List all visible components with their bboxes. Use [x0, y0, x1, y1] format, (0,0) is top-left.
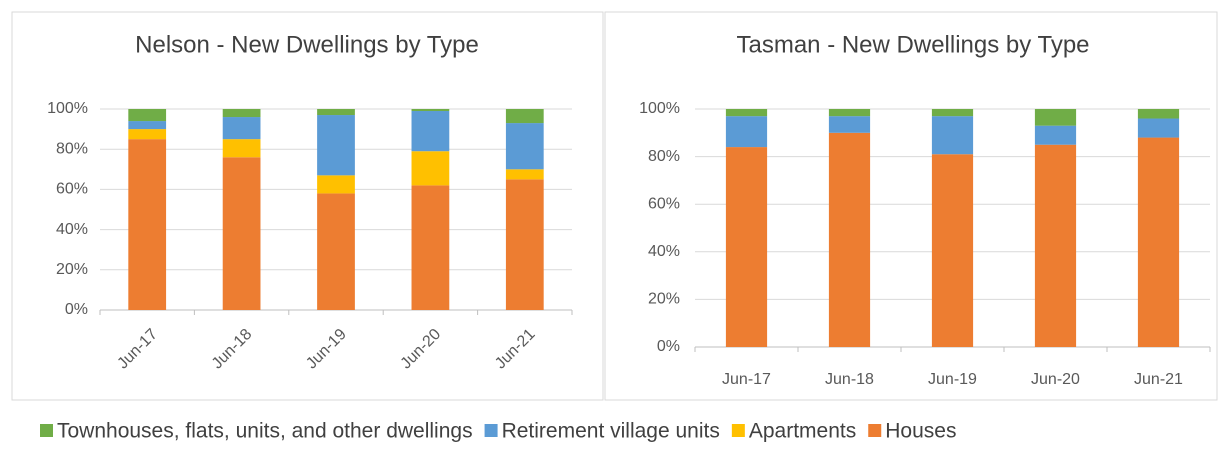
legend-swatch: [40, 424, 53, 437]
x-tick-label: Jun-20: [1031, 371, 1080, 388]
bar-segment: [128, 121, 167, 130]
y-tick-label: 100%: [639, 100, 680, 117]
bar-segment: [931, 116, 974, 155]
bar-segment: [317, 175, 355, 194]
bar-segment: [931, 154, 974, 347]
legend-label: Houses: [885, 420, 956, 443]
bar-segment: [505, 109, 544, 124]
bar-segment: [128, 139, 167, 310]
bar-segment: [505, 123, 544, 170]
bar-segment: [1137, 118, 1180, 138]
y-tick-label: 0%: [657, 338, 680, 355]
legend-label: Apartments: [749, 420, 856, 443]
x-tick-label: Jun-19: [928, 371, 977, 388]
bar-segment: [828, 109, 871, 117]
bar-segment: [222, 109, 261, 118]
bar-segment: [317, 109, 355, 116]
legend-swatch: [731, 424, 745, 437]
chart-title: Nelson - New Dwellings by Type: [135, 31, 479, 58]
bar-segment: [1137, 109, 1180, 119]
panel: [11, 11, 604, 401]
y-tick-label: 60%: [648, 195, 680, 212]
y-tick-label: 40%: [648, 243, 680, 260]
bar-segment: [222, 117, 261, 140]
panel: [604, 11, 1218, 401]
y-tick-label: 20%: [648, 291, 680, 308]
x-tick-label: Jun-17: [722, 371, 771, 388]
bar-segment: [725, 116, 768, 148]
bar-segment: [128, 129, 167, 140]
y-tick-label: 60%: [56, 181, 88, 198]
bar-segment: [505, 179, 544, 310]
bar-segment: [317, 115, 355, 176]
y-tick-label: 80%: [56, 140, 88, 157]
y-tick-label: 20%: [56, 261, 88, 278]
legend-label: Retirement village units: [502, 420, 720, 443]
legend-label: Townhouses, flats, units, and other dwel…: [57, 420, 473, 443]
x-tick-label: Jun-21: [1134, 371, 1183, 388]
bar-segment: [411, 151, 450, 186]
x-tick-label: Jun-18: [825, 371, 874, 388]
y-tick-label: 0%: [65, 301, 88, 318]
y-tick-label: 40%: [56, 221, 88, 238]
bar-segment: [931, 109, 974, 117]
bar-segment: [128, 109, 167, 122]
bar-segment: [1034, 109, 1077, 126]
bar-segment: [411, 111, 450, 152]
bar-segment: [1034, 125, 1077, 145]
legend-swatch: [868, 424, 882, 437]
bar-segment: [828, 132, 871, 347]
bar-segment: [222, 157, 261, 310]
bar-segment: [505, 169, 544, 180]
bar-segment: [828, 116, 871, 133]
bar-segment: [222, 139, 261, 158]
legend-swatch: [484, 424, 498, 437]
chart-title: Tasman - New Dwellings by Type: [736, 31, 1089, 58]
y-tick-label: 80%: [648, 148, 680, 165]
bar-segment: [411, 185, 450, 310]
bar-segment: [317, 193, 355, 310]
bar-segment: [725, 147, 768, 347]
bar-segment: [411, 109, 450, 112]
bar-segment: [725, 109, 768, 117]
bar-segment: [1137, 137, 1180, 347]
y-tick-label: 100%: [47, 100, 88, 117]
bar-segment: [1034, 144, 1077, 347]
